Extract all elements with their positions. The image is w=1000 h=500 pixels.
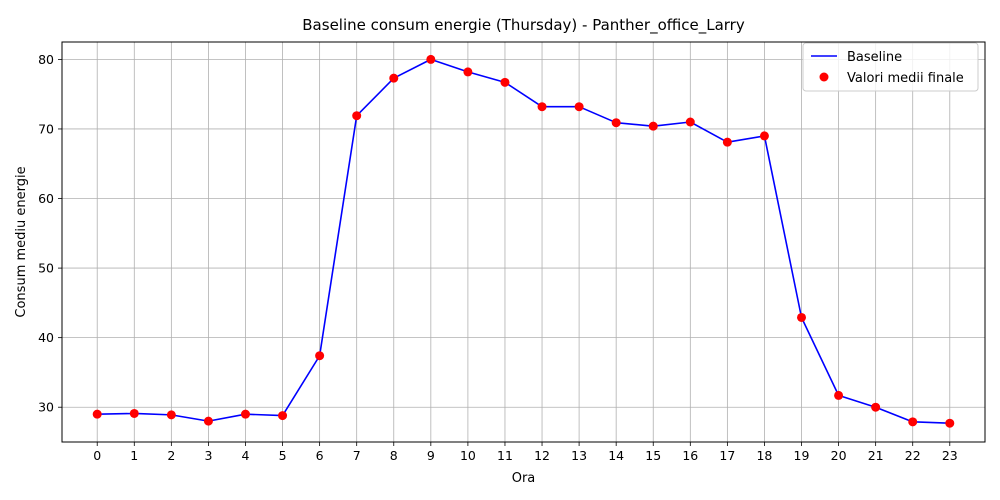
- x-tick-label: 6: [316, 448, 324, 463]
- series-line-baseline: [97, 58, 950, 425]
- data-point: [685, 117, 695, 127]
- legend: Baseline Valori medii finale: [802, 42, 979, 92]
- data-point: [574, 102, 584, 112]
- legend-label-values: Valori medii finale: [847, 71, 964, 86]
- x-tick-label: 3: [204, 448, 212, 463]
- x-tick-label: 10: [460, 448, 476, 463]
- data-point: [278, 411, 288, 421]
- x-tick-label: 20: [831, 448, 847, 463]
- x-tick-label: 1: [130, 448, 138, 463]
- legend-label-baseline: Baseline: [847, 50, 902, 65]
- x-tick-label: 19: [794, 448, 810, 463]
- y-axis-ticks: 30 40 50 60 70 80: [38, 52, 62, 415]
- y-tick-label: 50: [38, 261, 54, 276]
- x-tick-label: 4: [242, 448, 250, 463]
- data-point: [722, 137, 732, 147]
- data-point: [908, 417, 918, 427]
- data-point: [797, 312, 807, 322]
- x-tick-label: 13: [571, 448, 587, 463]
- y-tick-label: 40: [38, 330, 54, 345]
- data-point: [426, 54, 436, 64]
- data-point: [315, 351, 325, 361]
- x-tick-label: 11: [497, 448, 513, 463]
- x-tick-label: 14: [608, 448, 624, 463]
- data-point: [92, 409, 102, 419]
- x-tick-label: 15: [645, 448, 661, 463]
- data-point: [834, 390, 844, 400]
- x-tick-label: 2: [167, 448, 175, 463]
- data-point: [463, 67, 473, 77]
- y-tick-label: 80: [38, 52, 54, 67]
- data-point: [871, 402, 881, 412]
- x-axis-label: Ora: [512, 471, 536, 486]
- x-tick-label: 17: [719, 448, 735, 463]
- x-axis-ticks: 0 1 2 3 4 5 6 7 8 9 10 11 12 13 14 15 16 17 18 19 20 21 22 23: [93, 442, 958, 463]
- legend-marker-swatch: [819, 72, 829, 82]
- data-point: [203, 416, 213, 426]
- y-tick-label: 70: [38, 121, 54, 136]
- x-tick-label: 23: [942, 448, 958, 463]
- data-point: [611, 118, 621, 128]
- x-tick-label: 7: [353, 448, 361, 463]
- x-tick-label: 21: [868, 448, 884, 463]
- plot-markers: [92, 54, 955, 428]
- legend-box: [802, 42, 979, 92]
- data-point: [759, 131, 769, 141]
- y-axis-label: Consum mediu energie: [14, 166, 29, 317]
- x-tick-label: 5: [279, 448, 287, 463]
- x-tick-label: 9: [427, 448, 435, 463]
- x-tick-label: 18: [756, 448, 772, 463]
- data-point: [500, 77, 510, 87]
- data-point: [537, 102, 547, 112]
- x-tick-label: 8: [390, 448, 398, 463]
- y-tick-label: 60: [38, 191, 54, 206]
- grid-lines: [62, 42, 985, 442]
- y-tick-label: 30: [38, 400, 54, 415]
- x-tick-label: 12: [534, 448, 550, 463]
- data-point: [240, 409, 250, 419]
- x-tick-label: 0: [93, 448, 101, 463]
- data-point: [648, 121, 658, 131]
- data-point: [352, 111, 362, 121]
- data-point: [166, 410, 176, 420]
- x-tick-label: 16: [682, 448, 698, 463]
- data-point: [129, 408, 139, 418]
- plot-series: [97, 58, 950, 425]
- chart-title: Baseline consum energie (Thursday) - Pan…: [302, 16, 745, 35]
- plot-frame: [61, 41, 986, 443]
- x-tick-label: 22: [905, 448, 921, 463]
- data-point: [945, 418, 955, 428]
- data-point: [389, 73, 399, 83]
